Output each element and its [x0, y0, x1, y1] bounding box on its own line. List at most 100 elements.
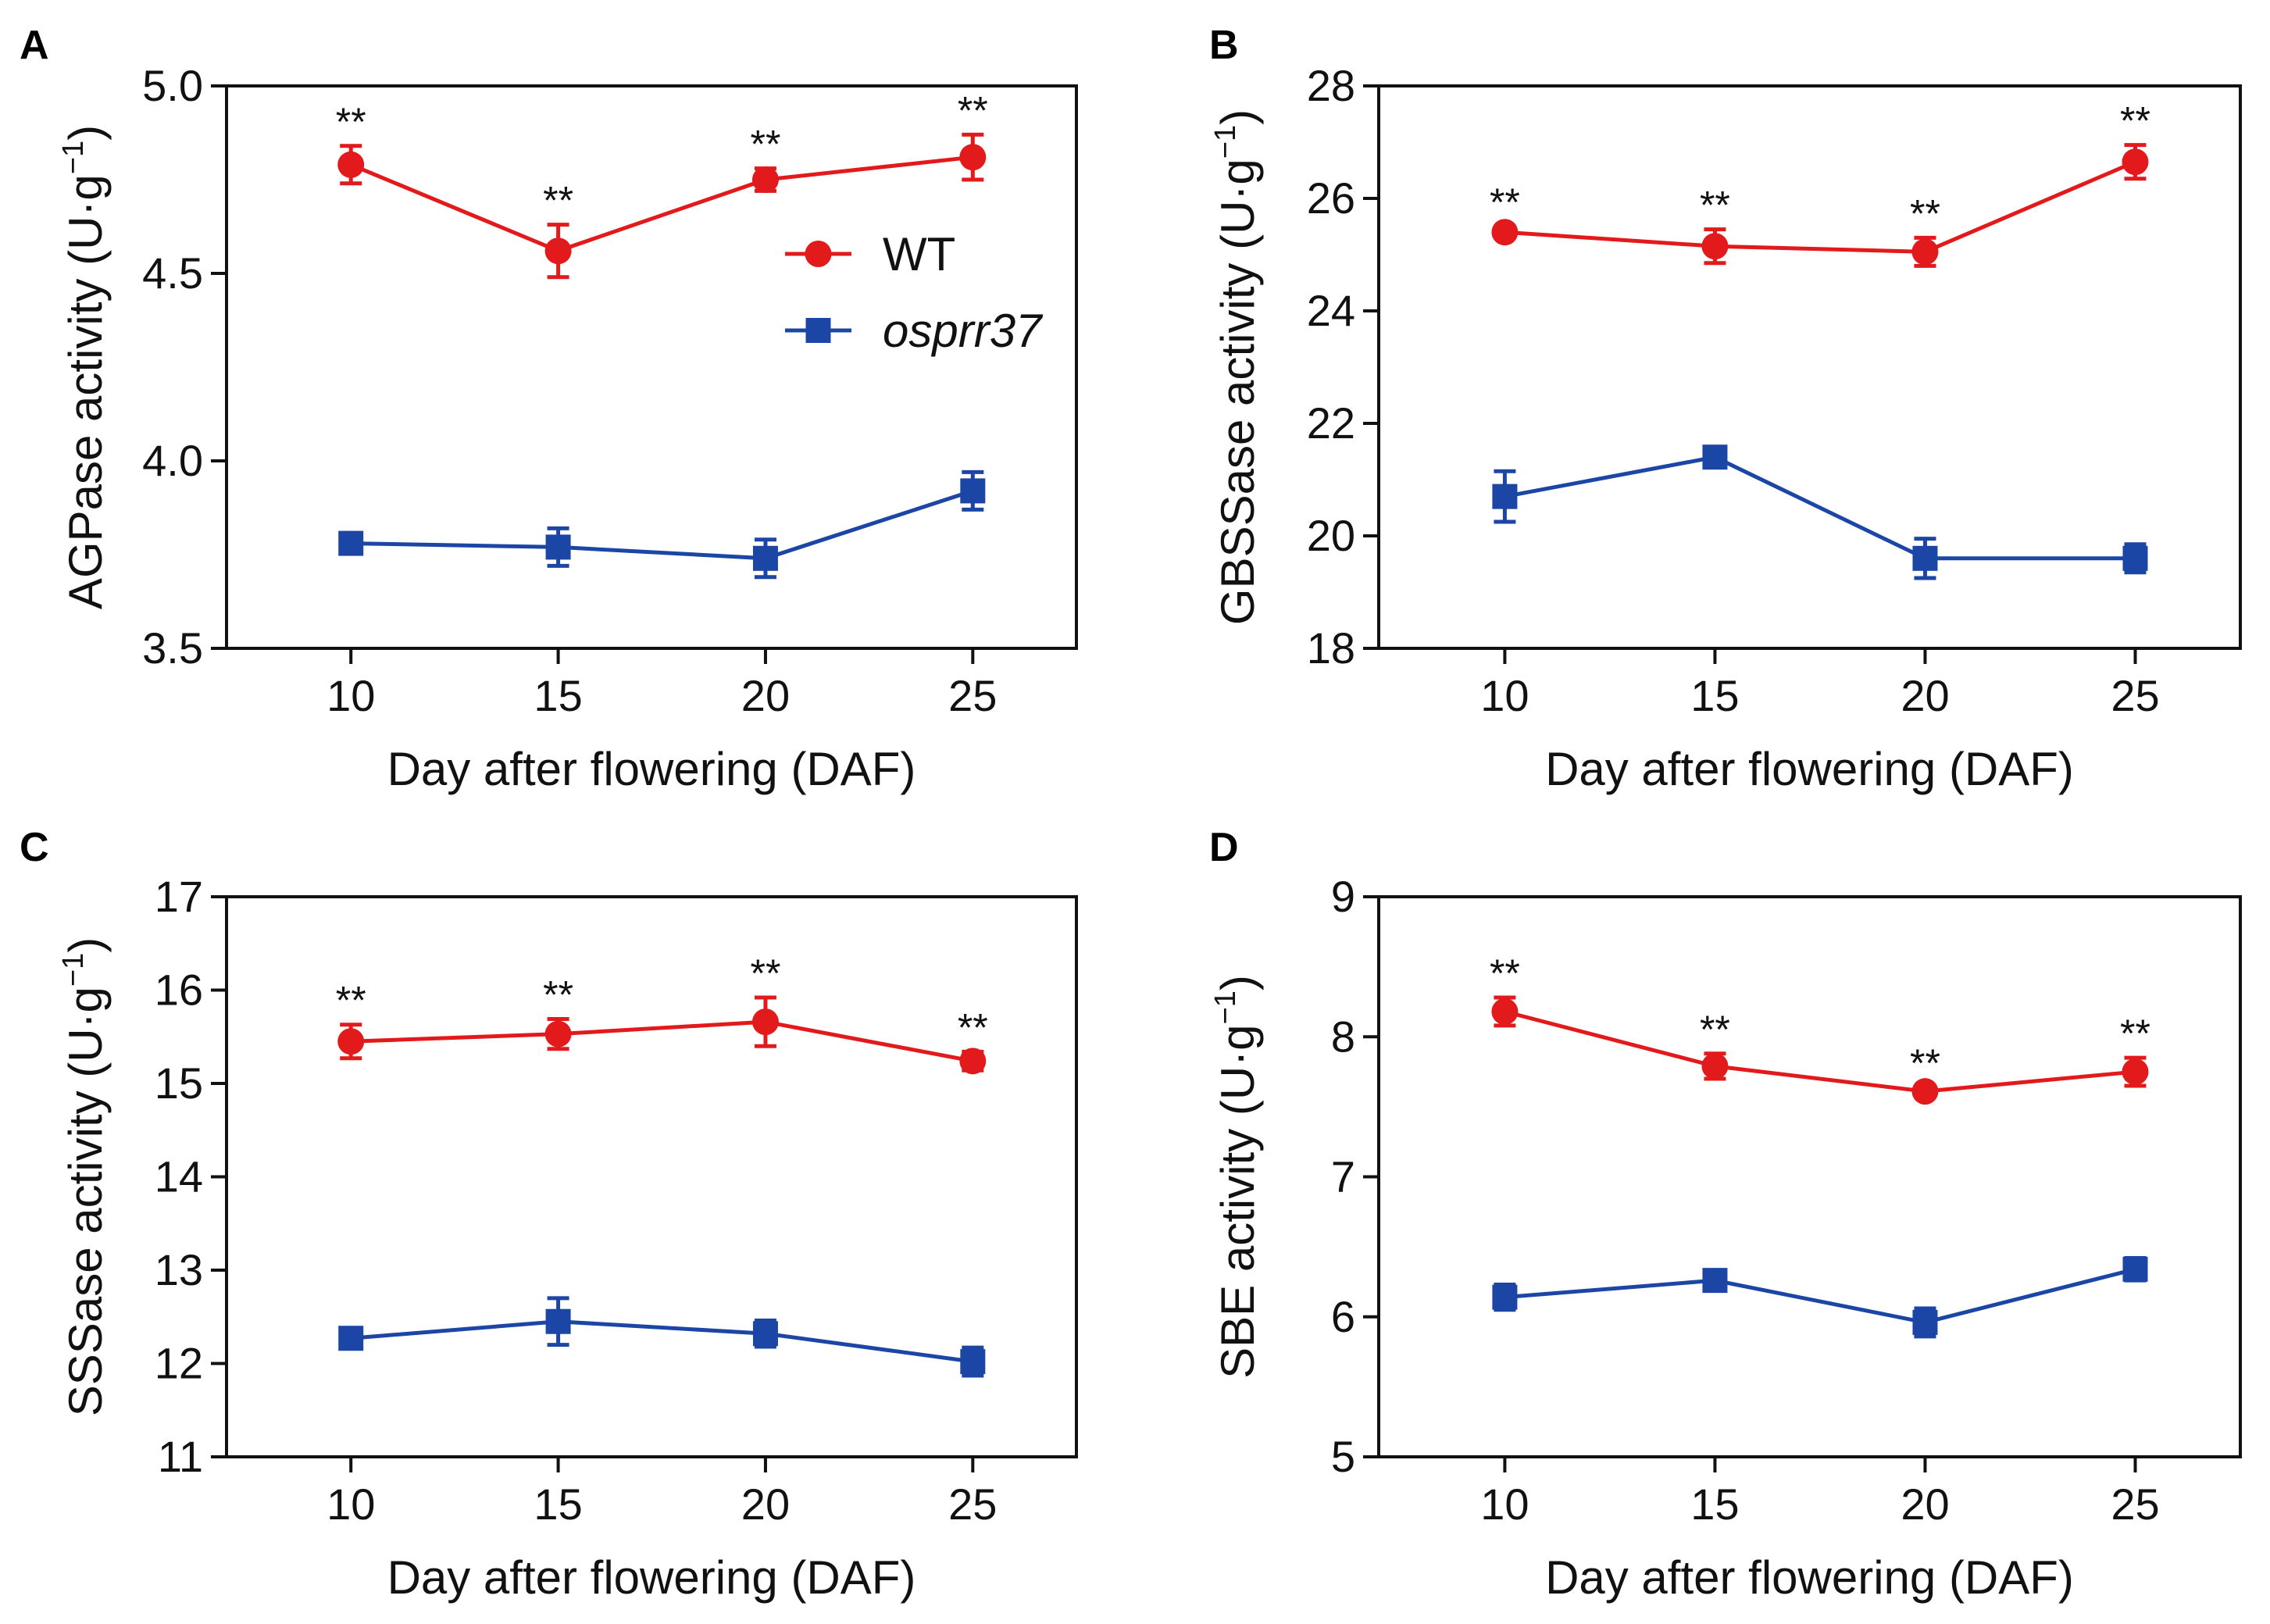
legend-label: osprr37 [883, 305, 1044, 357]
data-point-square [1702, 1268, 1728, 1294]
data-point-square [752, 545, 778, 571]
panel-letter: B [1209, 23, 1239, 68]
significance-label: ** [1700, 1008, 1730, 1051]
y-tick-label: 18 [1307, 623, 1355, 673]
x-axis-title: Day after flowering (DAF) [387, 1551, 916, 1604]
series-wt [337, 995, 987, 1075]
data-point-square [338, 530, 364, 556]
significance-label: ** [1490, 951, 1520, 995]
data-point-circle [2122, 148, 2149, 176]
y-tick-label: 4.0 [142, 436, 203, 485]
x-axis-title: Day after flowering (DAF) [1545, 743, 2074, 795]
data-point-circle [1701, 233, 1729, 260]
y-tick-label: 5.0 [142, 61, 203, 110]
y-tick-label: 20 [1307, 511, 1355, 560]
series-line-wt [351, 1019, 973, 1063]
x-tick-label: 20 [741, 1479, 790, 1529]
x-tick-label: 10 [1480, 1479, 1529, 1529]
data-point-circle [544, 1020, 572, 1048]
x-tick-label: 10 [1480, 671, 1529, 720]
y-axis-title: SSSase activity (U·g−1) [57, 937, 112, 1416]
data-point-circle [751, 1008, 779, 1036]
x-tick-label: 10 [327, 671, 375, 720]
x-tick-label: 15 [534, 1479, 582, 1529]
data-point-square [1492, 1284, 1518, 1310]
significance-label: ** [958, 1005, 988, 1049]
y-tick-label: 9 [1331, 872, 1355, 921]
y-tick-label: 4.5 [142, 248, 203, 298]
significance-label: ** [543, 973, 573, 1017]
y-tick-label: 3.5 [142, 623, 203, 673]
series-wt [337, 132, 987, 280]
y-axis-title: SBE activity (U·g−1) [1209, 975, 1264, 1379]
data-point-circle [337, 151, 365, 178]
series-line-wt [350, 155, 973, 253]
series-line-wt [1504, 159, 2136, 254]
data-point-square [1702, 444, 1728, 470]
y-tick-label: 5 [1331, 1432, 1355, 1481]
y-tick-label: 13 [155, 1245, 203, 1294]
data-point-square [2122, 1256, 2148, 1282]
y-tick-label: 22 [1307, 398, 1355, 448]
series-mutant [338, 1296, 986, 1378]
significance-label: ** [1910, 191, 1940, 235]
series-mutant [338, 469, 986, 580]
y-tick-label: 14 [155, 1152, 203, 1201]
x-tick-label: 25 [948, 671, 997, 720]
data-point-circle [1491, 998, 1519, 1025]
data-point-circle [337, 1028, 365, 1055]
y-tick-label: 26 [1307, 173, 1355, 223]
panel-d: D 5 6 7 8 9 10 15 20 25 Day after flowering (DAF) S… [1209, 825, 2242, 1604]
series-mutant [1492, 1255, 2148, 1339]
panel-letter: D [1209, 825, 1239, 870]
panel-b: B 18 20 22 24 26 28 10 15 20 25 Day after flowering… [1209, 23, 2242, 795]
data-point-circle [544, 237, 572, 265]
significance-label: ** [750, 951, 780, 995]
panel-c: C 11 12 13 14 15 16 17 10 15 20 25 Day after floweri… [20, 825, 1078, 1604]
series-line-mutant [1504, 1267, 2136, 1325]
y-tick-label: 28 [1307, 61, 1355, 110]
series-line-mutant [351, 1319, 973, 1364]
y-tick-label: 24 [1307, 286, 1355, 335]
data-point-circle [959, 1048, 987, 1075]
significance-label: ** [336, 100, 366, 144]
x-tick-label: 15 [534, 671, 582, 720]
plot-frame [1377, 84, 2242, 650]
significance-label: ** [336, 979, 366, 1023]
panel-letter: C [20, 825, 49, 870]
data-point-square [960, 478, 986, 504]
data-point-square [1912, 1309, 1938, 1335]
data-point-circle [959, 144, 987, 171]
series-line-mutant [351, 489, 974, 561]
x-tick-label: 25 [2111, 1479, 2159, 1529]
x-tick-label: 20 [741, 671, 790, 720]
y-tick-label: 8 [1331, 1012, 1355, 1061]
y-axis-title: GBSSase activity (U·g−1) [1209, 109, 1264, 625]
series-wt [1491, 995, 2149, 1105]
series-mutant [1492, 444, 2148, 580]
x-tick-label: 20 [1901, 671, 1949, 720]
y-tick-label: 6 [1331, 1292, 1355, 1341]
legend-marker-square [805, 318, 831, 343]
data-point-circle [1701, 1052, 1729, 1080]
data-point-square [1492, 484, 1518, 509]
panel-letter: A [20, 23, 49, 68]
y-tick-label: 17 [155, 872, 203, 921]
series-line-wt [1504, 1009, 2136, 1094]
x-tick-label: 10 [327, 1479, 375, 1529]
plot-frame [225, 84, 1078, 650]
data-point-square [960, 1349, 986, 1375]
data-point-circle [2122, 1058, 2149, 1086]
data-point-circle [751, 166, 779, 193]
x-tick-label: 15 [1690, 1479, 1739, 1529]
significance-label: ** [958, 88, 988, 132]
legend-marker-circle [805, 241, 832, 267]
data-point-square [545, 1308, 571, 1334]
data-point-square [752, 1321, 778, 1347]
x-tick-label: 25 [2111, 671, 2159, 720]
y-tick-label: 11 [158, 1432, 203, 1481]
legend-label: WT [883, 228, 955, 280]
y-tick-label: 7 [1331, 1152, 1355, 1201]
series-line-mutant [1504, 455, 2136, 561]
